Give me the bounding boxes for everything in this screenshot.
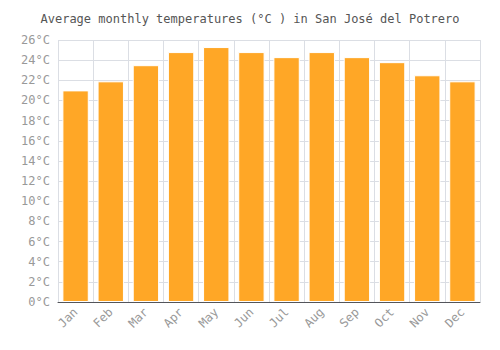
svg-text:0°C: 0°C — [28, 295, 50, 309]
svg-text:Jun: Jun — [231, 305, 256, 330]
svg-text:Jul: Jul — [266, 305, 291, 330]
svg-text:Average monthly temperatures (: Average monthly temperatures (°C ) in Sa… — [40, 12, 459, 26]
svg-text:12°C: 12°C — [21, 174, 50, 188]
svg-text:16°C: 16°C — [21, 134, 50, 148]
svg-text:Jan: Jan — [55, 305, 80, 330]
svg-text:4°C: 4°C — [28, 255, 50, 269]
svg-text:22°C: 22°C — [21, 73, 50, 87]
svg-text:May: May — [196, 305, 221, 330]
svg-text:26°C: 26°C — [21, 33, 50, 47]
svg-text:2°C: 2°C — [28, 275, 50, 289]
svg-text:18°C: 18°C — [21, 114, 50, 128]
svg-text:Mar: Mar — [126, 305, 151, 330]
svg-text:Dec: Dec — [442, 305, 467, 330]
svg-text:6°C: 6°C — [28, 235, 50, 249]
svg-text:8°C: 8°C — [28, 214, 50, 228]
svg-text:Nov: Nov — [407, 305, 432, 330]
svg-text:24°C: 24°C — [21, 53, 50, 67]
svg-text:20°C: 20°C — [21, 93, 50, 107]
svg-text:Apr: Apr — [161, 305, 186, 330]
svg-text:Sep: Sep — [337, 305, 362, 330]
svg-text:14°C: 14°C — [21, 154, 50, 168]
svg-text:Oct: Oct — [372, 305, 397, 330]
svg-text:Feb: Feb — [90, 305, 115, 330]
svg-text:10°C: 10°C — [21, 194, 50, 208]
svg-text:Aug: Aug — [301, 305, 326, 330]
